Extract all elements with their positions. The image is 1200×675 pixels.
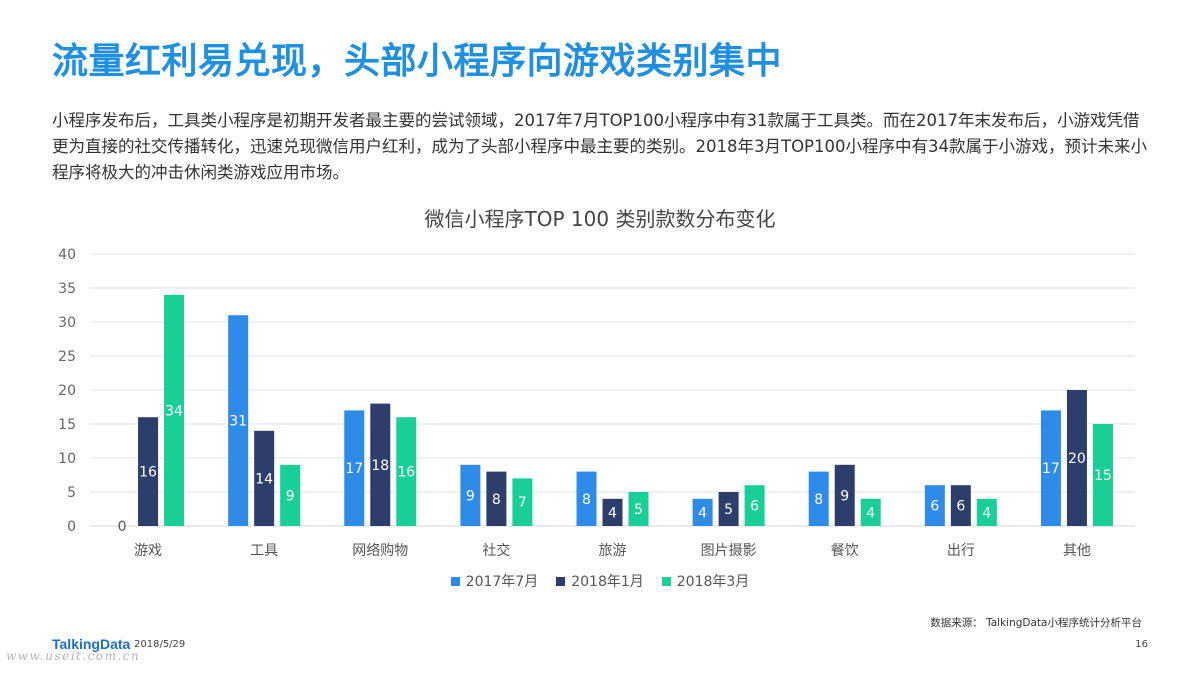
bar <box>254 430 275 526</box>
slide-description: 小程序发布后，工具类小程序是初期开发者最主要的尝试领域，2017年7月TOP10… <box>52 111 1147 182</box>
data-label: 20 <box>1068 451 1086 467</box>
talkingdata-logo: TalkingData <box>52 636 131 652</box>
bar <box>138 417 159 526</box>
data-label: 8 <box>492 492 501 508</box>
legend-swatch-2018-03 <box>661 576 671 586</box>
bar <box>834 464 855 526</box>
data-label: 16 <box>139 465 157 481</box>
bar <box>486 471 507 526</box>
y-tick-label: 5 <box>67 485 76 501</box>
x-tick-label: 工具 <box>250 543 278 559</box>
data-label: 6 <box>750 499 759 515</box>
bar <box>576 471 597 526</box>
data-label: 31 <box>229 414 247 430</box>
data-label: 4 <box>982 505 991 521</box>
watermark: www.useit.com.cn <box>6 649 141 663</box>
legend-label: 2018年3月 <box>676 574 750 590</box>
y-tick-label: 20 <box>58 383 76 399</box>
bar <box>512 478 533 526</box>
x-tick-label: 餐饮 <box>831 543 859 559</box>
bar <box>628 492 649 526</box>
legend-item-2018-01: 2018年1月 <box>556 571 644 591</box>
data-label: 9 <box>286 488 295 504</box>
data-label: 18 <box>371 458 389 474</box>
bar <box>396 417 417 526</box>
bar <box>1040 410 1061 526</box>
y-tick-label: 30 <box>58 315 76 331</box>
legend-label: 2017年7月 <box>465 574 539 590</box>
chart-legend: 2017年7月 2018年1月 2018年3月 <box>0 571 1200 591</box>
legend-label: 2018年1月 <box>571 574 644 590</box>
bar <box>460 464 481 526</box>
x-tick-label: 游戏 <box>134 543 162 559</box>
legend-swatch-2017-07 <box>450 576 460 586</box>
data-source: 数据来源： TalkingData小程序统计分析平台 <box>930 617 1142 629</box>
legend-swatch-2018-01 <box>556 576 566 586</box>
x-tick-label: 旅游 <box>599 543 627 559</box>
data-label: 0 <box>118 519 127 535</box>
x-tick-label: 其他 <box>1063 543 1091 559</box>
x-tick-label: 图片摄影 <box>701 543 757 559</box>
bar <box>602 498 623 526</box>
data-label: 15 <box>1094 468 1112 484</box>
bar <box>1092 424 1113 526</box>
x-tick-label: 网络购物 <box>352 543 408 559</box>
y-tick-label: 10 <box>58 451 76 467</box>
y-tick-label: 40 <box>58 247 76 263</box>
data-label: 4 <box>866 505 875 521</box>
bar <box>860 498 881 526</box>
y-tick-label: 35 <box>58 281 76 297</box>
bar <box>228 315 249 526</box>
data-label: 6 <box>956 499 965 515</box>
data-label: 5 <box>634 502 643 518</box>
data-label: 7 <box>518 495 527 511</box>
x-tick-label: 出行 <box>947 543 975 559</box>
slide-title: 流量红利易兑现，头部小程序向游戏类别集中 <box>52 41 783 82</box>
chart-title: 微信小程序TOP 100 类别款数分布变化 <box>424 207 776 231</box>
bar <box>924 485 945 526</box>
data-label: 5 <box>724 502 733 518</box>
data-label: 4 <box>698 505 707 521</box>
data-label: 9 <box>840 488 849 504</box>
bar <box>370 403 391 526</box>
y-tick-label: 0 <box>67 519 76 535</box>
bar <box>718 492 739 526</box>
legend-item-2017-07: 2017年7月 <box>450 571 539 591</box>
legend-item-2018-03: 2018年3月 <box>661 571 750 591</box>
bar <box>976 498 997 526</box>
data-label: 17 <box>345 461 363 477</box>
data-label: 6 <box>930 499 939 515</box>
y-tick-label: 15 <box>58 417 76 433</box>
bar <box>1066 390 1087 526</box>
bar <box>808 471 829 526</box>
x-tick-label: 社交 <box>482 542 510 559</box>
page-number: 16 <box>1135 639 1148 650</box>
bar <box>164 294 185 526</box>
bar <box>744 485 765 526</box>
data-label: 34 <box>165 403 183 419</box>
data-label: 9 <box>466 488 475 504</box>
bar <box>692 498 713 526</box>
y-tick-label: 25 <box>58 349 76 365</box>
data-label: 17 <box>1042 461 1060 477</box>
slide-date: 2018/5/29 <box>134 639 186 650</box>
bar <box>344 410 365 526</box>
data-label: 16 <box>397 465 415 481</box>
data-label: 14 <box>255 471 273 487</box>
bar <box>950 485 971 526</box>
data-label: 8 <box>582 492 591 508</box>
data-label: 4 <box>608 505 617 521</box>
data-label: 8 <box>814 492 823 508</box>
bar <box>280 464 301 526</box>
